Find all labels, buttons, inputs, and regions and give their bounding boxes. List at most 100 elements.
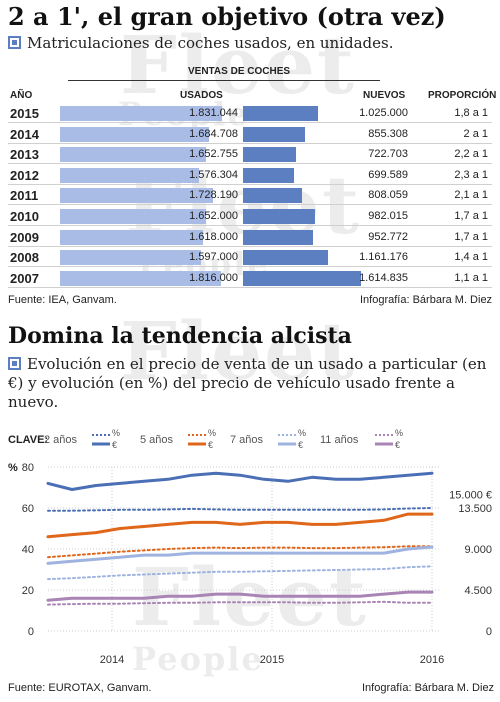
- series-line-2-anos-eur: [47, 507, 433, 512]
- source-note-2: Fuente: EUROTAX, Ganvam.: [8, 682, 152, 694]
- row-divider: [8, 266, 492, 268]
- ratio-value: 2 a 1: [463, 127, 488, 140]
- used-value: 1.576.304: [189, 168, 238, 181]
- legend-eur-mark: €: [112, 440, 118, 450]
- page-title: 2 a 1', el gran objetivo (otra vez): [8, 2, 446, 31]
- row-divider: [8, 204, 492, 206]
- ratio-value: 1,7 a 1: [454, 230, 488, 243]
- legend-swatch: [188, 434, 206, 446]
- table-row: 2013 1.652.755 722.703 2,2 a 1: [8, 145, 492, 165]
- year-cell: 2015: [10, 106, 39, 121]
- watermark-fleet: Fleet: [120, 18, 356, 112]
- new-value: 1.614.835: [359, 271, 408, 284]
- year-cell: 2007: [10, 270, 39, 286]
- ratio-value: 1,1 a 1: [454, 271, 488, 284]
- new-bar: [243, 147, 296, 163]
- used-bar: [60, 250, 202, 266]
- series-line-5-anos-eur: [47, 545, 433, 559]
- y-tick-right: 4.500: [464, 585, 492, 597]
- used-bar: [60, 270, 221, 286]
- ratio-value: 1,8 a 1: [454, 107, 488, 119]
- legend-pct-mark: %: [298, 428, 307, 438]
- source-note: Fuente: IEA, Ganvam.: [8, 294, 117, 306]
- row-divider: [8, 286, 492, 288]
- table-row: 2008 1.597.000 1.161.176 1,4 a 1: [8, 248, 492, 268]
- table-row: 2010 1.652.000 982.015 1,7 a 1: [8, 207, 492, 226]
- used-value: 1.652.755: [189, 148, 238, 161]
- watermark-people: People: [132, 640, 264, 678]
- legend-eur-mark: €: [298, 440, 304, 450]
- new-bar: [243, 209, 315, 224]
- row-divider: [8, 163, 492, 165]
- new-bar: [243, 188, 303, 204]
- price-trend-chart: % 0 20 40 60 80 0 4.500 9.000 13.500 15.000 € 2014 2…: [8, 462, 492, 666]
- row-divider: [8, 245, 492, 247]
- used-bar: [60, 126, 210, 142]
- section1-subtitle: Matriculaciones de coches usados, en uni…: [8, 34, 394, 52]
- table-row: 2007 1.816.000 1.614.835 1,1 a 1: [8, 269, 492, 288]
- new-value: 1.161.176: [359, 251, 408, 264]
- header-ratio: PROPORCIÓN: [428, 90, 497, 101]
- legend-pct-mark: %: [112, 428, 121, 438]
- legend-key-label: CLAVE:: [8, 434, 49, 446]
- x-tick: 2016: [420, 654, 444, 666]
- year-cell: 2011: [10, 188, 39, 204]
- year-cell: 2008: [10, 250, 39, 266]
- y-tick-left: 20: [22, 585, 34, 597]
- row-divider: [8, 183, 492, 185]
- y-tick-left: 0: [28, 626, 34, 638]
- used-value: 1.618.000: [189, 230, 238, 243]
- new-bar: [243, 270, 361, 286]
- new-bar: [243, 167, 295, 183]
- row-divider: [8, 225, 492, 226]
- section2-subtitle-text: Evolución en el precio de venta de un us…: [8, 355, 487, 411]
- used-bar: [60, 209, 207, 224]
- y-tick-left: 40: [22, 544, 34, 556]
- legend: CLAVE: 2 años% €5 años% €7 años% €11 años% €: [8, 428, 492, 452]
- legend-pct-mark: %: [395, 428, 404, 438]
- legend-eur-mark: €: [208, 440, 214, 450]
- y-tick-right: 13.500: [458, 503, 492, 515]
- year-cell: 2009: [10, 229, 39, 245]
- ratio-value: 1,7 a 1: [454, 210, 488, 222]
- bullet-square-icon: [8, 35, 21, 49]
- legend-eur-mark: €: [395, 440, 401, 450]
- used-value: 1.652.000: [189, 210, 238, 222]
- new-value: 722.703: [368, 148, 408, 161]
- section2-subtitle: Evolución en el precio de venta de un us…: [8, 355, 488, 412]
- new-value: 808.059: [368, 189, 408, 202]
- year-cell: 2010: [10, 209, 39, 224]
- ratio-value: 2,1 a 1: [454, 189, 488, 202]
- used-bar: [60, 106, 222, 121]
- ratio-value: 2,2 a 1: [454, 148, 488, 161]
- table-row: 2011 1.728.190 808.059 2,1 a 1: [8, 186, 492, 206]
- used-value: 1.597.000: [189, 251, 238, 264]
- used-value: 1.684.708: [189, 127, 238, 140]
- x-tick: 2014: [100, 654, 124, 666]
- y-axis-left-label: %: [8, 462, 18, 474]
- header-year: AÑO: [10, 90, 33, 101]
- header-new: NUEVOS: [363, 90, 406, 101]
- year-cell: 2013: [10, 147, 39, 163]
- series-line-2-anos-pct: [46, 471, 434, 491]
- x-tick: 2015: [260, 654, 284, 666]
- new-value: 855.308: [368, 127, 408, 140]
- legend-label: 2 años: [44, 434, 78, 446]
- table-row: 2012 1.576.304 699.589 2,3 a 1: [8, 166, 492, 185]
- legend-label: 5 años: [140, 434, 174, 446]
- ratio-value: 1,4 a 1: [454, 251, 488, 264]
- used-value: 1.816.000: [189, 271, 238, 284]
- legend-label: 7 años: [230, 434, 264, 446]
- year-cell: 2012: [10, 167, 39, 183]
- row-divider: [8, 122, 492, 123]
- used-bar: [60, 188, 213, 204]
- used-value: 1.728.190: [189, 189, 238, 202]
- series-line-7-anos-eur: [47, 565, 433, 581]
- series-line-11-anos-eur: [47, 600, 433, 606]
- credit-note-2: Infografía: Bárbara M. Diez: [362, 682, 495, 694]
- used-bar: [60, 167, 200, 183]
- new-value: 699.589: [368, 168, 408, 181]
- legend-swatch: [375, 434, 393, 446]
- used-bar: [60, 229, 204, 245]
- series-line-7-anos-pct: [46, 545, 434, 565]
